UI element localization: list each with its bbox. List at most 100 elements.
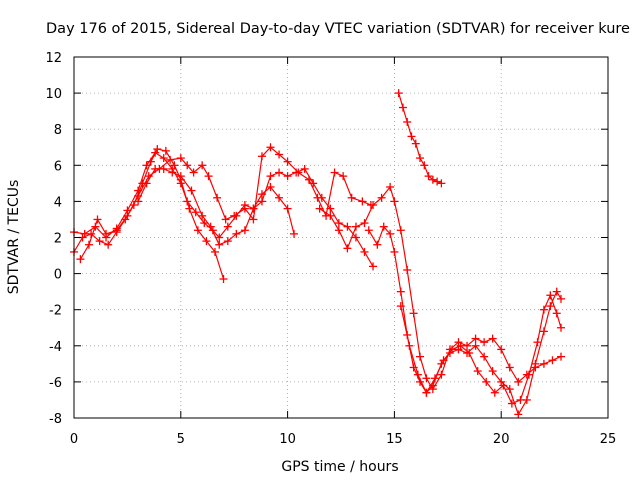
data-point bbox=[533, 338, 542, 347]
data-point bbox=[142, 179, 151, 188]
data-point bbox=[369, 262, 378, 271]
data-point bbox=[275, 150, 284, 159]
x-tick-labels: 0 5 10 15 20 25 bbox=[70, 432, 616, 447]
data-point bbox=[249, 204, 258, 213]
data-point bbox=[379, 222, 388, 231]
data-point bbox=[275, 168, 284, 177]
data-point bbox=[159, 164, 168, 173]
data-point bbox=[360, 219, 369, 228]
data-point bbox=[187, 186, 196, 195]
data-point bbox=[546, 302, 555, 311]
data-point bbox=[339, 172, 348, 181]
data-point bbox=[198, 161, 207, 170]
x-tick-label: 25 bbox=[600, 432, 617, 447]
data-point bbox=[539, 305, 548, 314]
data-point bbox=[422, 388, 431, 397]
series-8 bbox=[394, 89, 446, 188]
data-point bbox=[398, 103, 407, 112]
data-point bbox=[168, 168, 177, 177]
y-tick-label: 2 bbox=[54, 232, 62, 247]
data-point bbox=[151, 164, 160, 173]
data-point bbox=[290, 229, 299, 238]
data-point bbox=[257, 197, 266, 206]
data-point bbox=[437, 179, 446, 188]
data-point bbox=[193, 226, 202, 235]
series-line bbox=[137, 168, 374, 267]
data-point bbox=[557, 294, 566, 303]
data-point bbox=[422, 374, 431, 383]
data-point bbox=[189, 168, 198, 177]
data-point bbox=[84, 240, 93, 249]
data-point bbox=[552, 309, 561, 318]
data-point bbox=[471, 341, 480, 350]
data-point bbox=[396, 287, 405, 296]
data-point bbox=[471, 334, 480, 343]
data-point bbox=[411, 139, 420, 148]
data-point bbox=[413, 370, 422, 379]
data-point bbox=[215, 233, 224, 242]
data-point bbox=[76, 255, 85, 264]
data-point bbox=[448, 345, 457, 354]
data-point bbox=[430, 374, 439, 383]
data-point bbox=[433, 177, 442, 186]
data-point bbox=[465, 349, 474, 358]
axis-ticks bbox=[73, 56, 609, 419]
data-point bbox=[334, 226, 343, 235]
data-point bbox=[230, 211, 239, 220]
data-point bbox=[266, 172, 275, 181]
data-point bbox=[439, 356, 448, 365]
data-point bbox=[405, 341, 414, 350]
data-point bbox=[326, 211, 335, 220]
data-point bbox=[437, 370, 446, 379]
data-point bbox=[275, 193, 284, 202]
data-point bbox=[142, 161, 151, 170]
data-point bbox=[123, 211, 132, 220]
data-point bbox=[416, 352, 425, 361]
x-tick-label: 15 bbox=[386, 432, 403, 447]
y-tick-label: -4 bbox=[49, 340, 62, 355]
data-point bbox=[343, 222, 352, 231]
data-point bbox=[317, 193, 326, 202]
y-tick-label: -8 bbox=[49, 412, 62, 427]
data-point bbox=[191, 208, 200, 217]
data-point bbox=[283, 157, 292, 166]
data-point bbox=[185, 204, 194, 213]
data-point bbox=[93, 215, 102, 224]
data-point bbox=[104, 240, 113, 249]
data-point bbox=[309, 179, 318, 188]
data-point bbox=[358, 197, 367, 206]
data-point bbox=[249, 215, 258, 224]
series-7 bbox=[396, 291, 566, 408]
data-point bbox=[364, 226, 373, 235]
x-tick-label: 0 bbox=[70, 432, 78, 447]
data-point bbox=[176, 154, 185, 163]
data-point bbox=[488, 334, 497, 343]
data-point bbox=[95, 237, 104, 246]
y-tick-label: 4 bbox=[54, 195, 62, 210]
y-tick-label: 6 bbox=[54, 159, 62, 174]
y-tick-label: -2 bbox=[49, 304, 62, 319]
data-point bbox=[151, 148, 160, 157]
data-point bbox=[409, 309, 418, 318]
data-point bbox=[396, 302, 405, 311]
data-point bbox=[360, 247, 369, 256]
data-point bbox=[283, 204, 292, 213]
data-point bbox=[390, 247, 399, 256]
data-point bbox=[499, 381, 508, 390]
data-point bbox=[396, 226, 405, 235]
data-point bbox=[386, 229, 395, 238]
data-point bbox=[507, 399, 516, 408]
y-tick-label: -6 bbox=[49, 376, 62, 391]
chart-title: Day 176 of 2015, Sidereal Day-to-day VTE… bbox=[46, 21, 630, 37]
data-point bbox=[490, 388, 499, 397]
data-point bbox=[213, 193, 222, 202]
data-point bbox=[351, 233, 360, 242]
data-series bbox=[70, 89, 566, 419]
data-point bbox=[394, 89, 403, 98]
data-point bbox=[166, 155, 175, 164]
data-point bbox=[482, 377, 491, 386]
data-point bbox=[223, 237, 232, 246]
data-point bbox=[420, 161, 429, 170]
y-tick-label: 8 bbox=[54, 123, 62, 138]
